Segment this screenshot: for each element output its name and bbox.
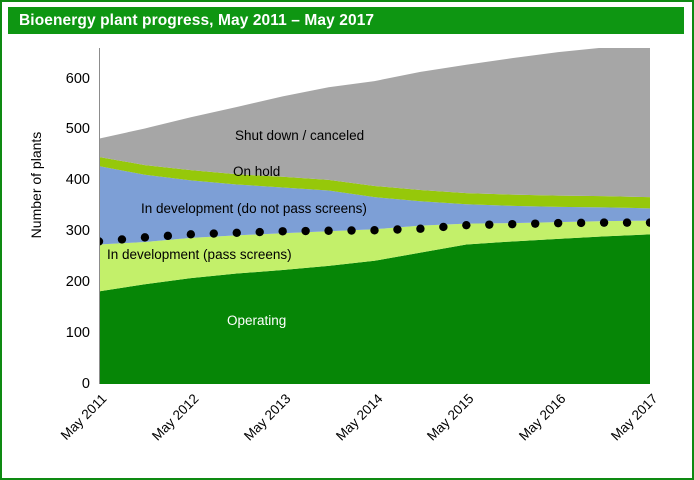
overlay-marker: [324, 226, 333, 235]
chart-title-bar: Bioenergy plant progress, May 2011 – May…: [8, 7, 684, 34]
y-tick-label: 500: [65, 121, 90, 138]
overlay-marker: [622, 218, 632, 227]
overlay-marker: [599, 218, 609, 227]
area-band-on-hold: [99, 156, 650, 209]
overlay-marker-group: [117, 218, 632, 244]
overlay-marker: [209, 229, 218, 238]
y-tick-label: 400: [65, 172, 90, 189]
series-label-in-development-no-pass: In development (do not pass screens): [141, 201, 367, 216]
overlay-marker: [439, 222, 448, 232]
page-title: Bioenergy plant progress, May 2011 – May…: [19, 11, 375, 29]
y-tick-label: 100: [65, 324, 90, 341]
area-band-operating: [99, 234, 650, 384]
overlay-marker: [255, 227, 264, 237]
axis-frame: [99, 48, 100, 384]
overlay-marker: [186, 230, 196, 239]
overlay-marker: [163, 231, 173, 241]
area-band-in-development-do-not-pass-screens: [99, 166, 650, 245]
overlay-marker: [140, 233, 150, 242]
y-tick-label: 0: [81, 375, 90, 392]
overlay-marker: [370, 226, 379, 235]
y-tick-label: 600: [65, 70, 90, 87]
overlay-marker: [485, 220, 494, 229]
overlay-marker: [531, 219, 540, 228]
stacked-area-svg: [99, 48, 650, 384]
overlay-marker: [278, 227, 287, 236]
overlay-marker: [117, 235, 127, 244]
y-tick-labels: 0 100 200 300 400 500 600: [24, 2, 90, 478]
series-label-shut-down: Shut down / canceled: [235, 128, 365, 143]
area-band-in-development-pass-screens: [99, 220, 650, 292]
overlay-marker: [416, 224, 425, 233]
overlay-marker: [301, 226, 310, 236]
overlay-marker: [393, 225, 402, 234]
area-band-shut-down-canceled: [99, 48, 650, 198]
y-tick-label: 200: [65, 273, 90, 290]
overlay-marker: [462, 220, 471, 230]
x-tick-label: May 2011: [57, 391, 110, 443]
series-label-in-development-pass: In development (pass screens): [107, 247, 292, 262]
overlay-marker: [576, 218, 586, 228]
overlay-marker: [553, 218, 563, 228]
series-label-on-hold: On hold: [233, 164, 281, 179]
y-tick-label: 300: [65, 223, 90, 240]
plot-area: [99, 48, 650, 384]
overlay-marker: [99, 237, 104, 246]
series-label-operating: Operating: [227, 313, 287, 328]
overlay-marker: [508, 219, 517, 229]
overlay-marker: [347, 226, 356, 235]
overlay-marker: [232, 228, 241, 237]
overlay-dotted-series: [99, 218, 650, 246]
overlay-marker: [645, 218, 650, 227]
